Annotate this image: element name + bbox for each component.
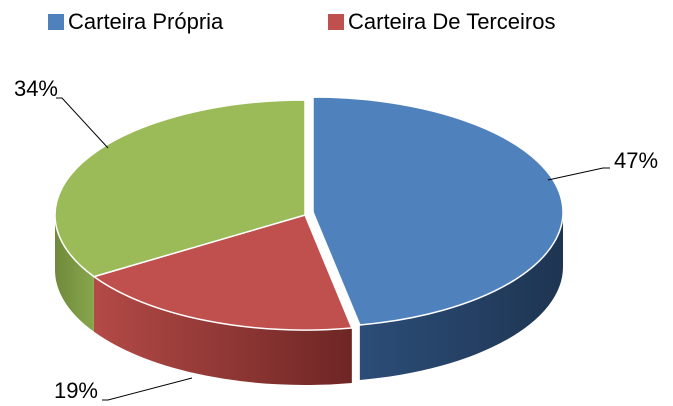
slice [54, 99, 306, 278]
data-label: 19% [54, 378, 98, 403]
slice-side [93, 276, 352, 385]
data-label: 34% [14, 76, 58, 101]
legend-swatch [48, 14, 64, 30]
leader-line [547, 167, 610, 181]
legend-label: Carteira De Terceiros [348, 9, 555, 34]
leader-line [102, 377, 193, 401]
slice [312, 96, 564, 326]
slice-side [359, 212, 563, 380]
slice-side [55, 215, 94, 332]
slice [92, 214, 353, 331]
legend-label: Carteira Própria [68, 9, 224, 34]
data-label: 47% [614, 148, 658, 173]
legend-swatch [328, 14, 344, 30]
leader-line [56, 97, 109, 149]
